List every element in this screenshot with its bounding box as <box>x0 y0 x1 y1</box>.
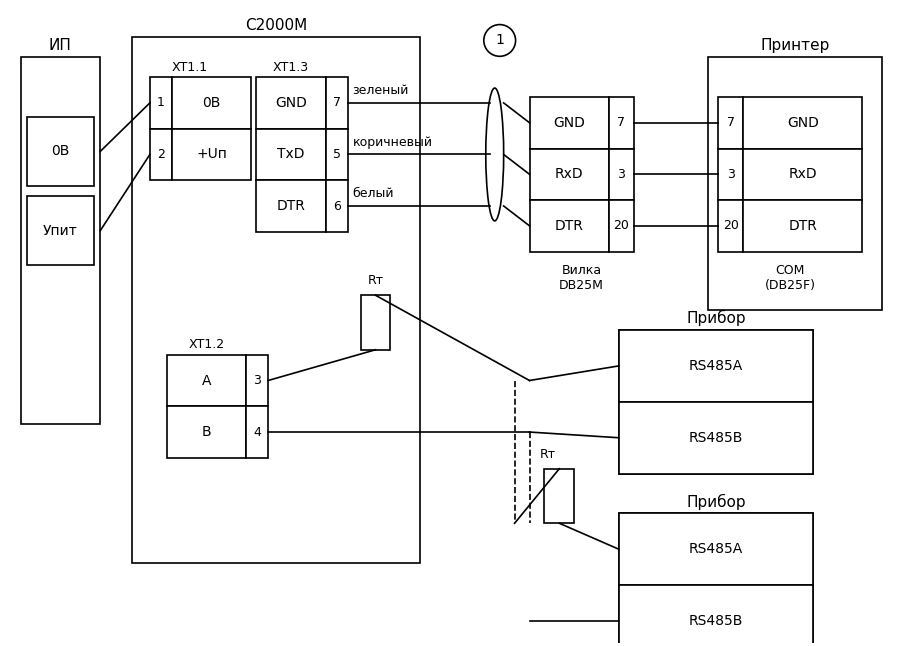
Bar <box>718 149 743 200</box>
Bar <box>361 295 391 349</box>
Text: белый: белый <box>353 187 394 200</box>
Text: GND: GND <box>554 116 585 130</box>
Bar <box>619 330 813 402</box>
Text: 3: 3 <box>253 374 261 387</box>
Text: GND: GND <box>275 96 307 110</box>
Text: DTR: DTR <box>276 199 305 213</box>
Text: 3: 3 <box>727 168 734 181</box>
Bar <box>132 37 420 563</box>
Bar <box>718 200 743 252</box>
Bar <box>619 514 813 585</box>
Text: зеленый: зеленый <box>353 84 409 97</box>
Text: +Uп: +Uп <box>196 147 227 162</box>
Text: ХТ1.3: ХТ1.3 <box>273 61 309 74</box>
Text: ХТ1.1: ХТ1.1 <box>172 61 208 74</box>
Text: 20: 20 <box>723 220 739 233</box>
Text: RxD: RxD <box>555 167 583 182</box>
Text: 1: 1 <box>157 96 165 109</box>
Bar <box>172 129 251 180</box>
Bar <box>256 77 326 129</box>
Text: 2: 2 <box>157 148 165 161</box>
Bar <box>529 200 609 252</box>
Bar <box>21 57 100 424</box>
Bar <box>743 149 862 200</box>
Bar <box>743 200 862 252</box>
Bar <box>150 129 172 180</box>
Bar <box>529 97 609 149</box>
Bar <box>326 180 347 232</box>
Bar <box>247 406 268 458</box>
Bar <box>166 406 247 458</box>
Bar <box>529 149 609 200</box>
Text: RS485B: RS485B <box>688 614 743 628</box>
Bar <box>718 97 743 149</box>
Text: Rт: Rт <box>367 275 383 287</box>
Text: 0В: 0В <box>202 96 220 110</box>
Text: RS485A: RS485A <box>688 542 743 556</box>
Text: 7: 7 <box>333 96 341 109</box>
Bar <box>256 129 326 180</box>
Text: DTR: DTR <box>554 219 584 233</box>
Bar <box>609 200 634 252</box>
Text: DTR: DTR <box>788 219 817 233</box>
Text: 20: 20 <box>614 220 629 233</box>
Bar <box>619 402 813 474</box>
Text: Вилка
DB25M: Вилка DB25M <box>559 264 604 291</box>
Bar <box>708 57 882 310</box>
Text: 6: 6 <box>333 200 340 213</box>
Text: 5: 5 <box>333 148 341 161</box>
Text: A: A <box>202 373 211 388</box>
Text: Принтер: Принтер <box>760 38 830 53</box>
Bar <box>172 77 251 129</box>
Text: 7: 7 <box>617 116 626 129</box>
Text: TxD: TxD <box>277 147 305 162</box>
Text: COM
(DB25F): COM (DB25F) <box>765 264 816 291</box>
Bar <box>166 355 247 406</box>
Text: Прибор: Прибор <box>686 494 746 510</box>
Text: 3: 3 <box>617 168 626 181</box>
Bar <box>150 77 172 129</box>
Bar <box>247 355 268 406</box>
Bar <box>544 469 574 523</box>
Bar <box>27 117 94 186</box>
Text: GND: GND <box>787 116 819 130</box>
Text: 7: 7 <box>727 116 734 129</box>
Bar <box>743 97 862 149</box>
Bar <box>619 585 813 646</box>
Text: RS485B: RS485B <box>688 431 743 444</box>
Bar <box>619 330 813 474</box>
Text: ИП: ИП <box>49 38 72 53</box>
Bar <box>326 77 347 129</box>
Text: Прибор: Прибор <box>686 310 746 326</box>
Text: B: B <box>202 425 211 439</box>
Text: RS485A: RS485A <box>688 359 743 373</box>
Bar <box>609 149 634 200</box>
Bar <box>326 129 347 180</box>
Bar <box>256 180 326 232</box>
Text: коричневый: коричневый <box>353 136 433 149</box>
Bar <box>619 514 813 646</box>
Text: 4: 4 <box>253 426 261 439</box>
Bar <box>609 97 634 149</box>
Text: Rт: Rт <box>539 448 555 461</box>
Text: 1: 1 <box>495 34 504 47</box>
Text: RxD: RxD <box>788 167 817 182</box>
Text: 0В: 0В <box>51 145 69 158</box>
Bar <box>27 196 94 266</box>
Text: С2000М: С2000М <box>245 18 307 33</box>
Text: Упит: Упит <box>43 224 77 238</box>
Text: ХТ1.2: ХТ1.2 <box>188 339 225 351</box>
